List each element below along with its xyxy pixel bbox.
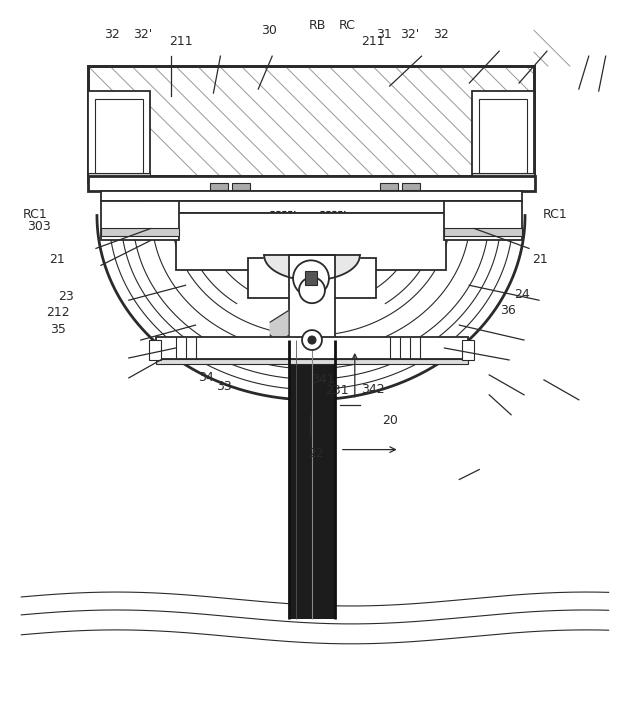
Text: 33: 33 (216, 381, 232, 393)
Text: 36: 36 (500, 304, 516, 317)
Bar (146, 200, 477, 212)
Polygon shape (270, 310, 289, 342)
Bar (305, 271, 317, 285)
Polygon shape (264, 255, 360, 280)
Text: 32': 32' (133, 29, 152, 41)
Bar (444, 200, 522, 240)
Text: RC1: RC1 (23, 208, 48, 221)
Bar (101, 229, 179, 236)
Text: 303: 303 (27, 219, 50, 233)
Text: 24: 24 (514, 288, 529, 301)
Bar (95, 99, 143, 175)
Text: 23: 23 (58, 290, 74, 303)
Bar (88, 172, 150, 186)
Bar (88, 66, 534, 176)
Bar (233, 183, 250, 190)
Bar (156, 359, 468, 364)
Text: RB: RB (309, 20, 326, 32)
Bar (289, 255, 335, 350)
Bar (88, 66, 534, 176)
Bar (248, 259, 376, 298)
Text: 342: 342 (361, 383, 385, 396)
Text: RC1: RC1 (543, 208, 568, 221)
Text: 32: 32 (104, 29, 119, 41)
Circle shape (293, 260, 329, 297)
Bar (402, 183, 419, 190)
Bar (88, 176, 535, 191)
Bar (462, 340, 474, 360)
Bar (101, 191, 522, 200)
Bar (444, 229, 522, 236)
Bar (101, 200, 179, 240)
Text: 34: 34 (198, 371, 213, 383)
Text: 20: 20 (383, 414, 398, 427)
Text: RC: RC (338, 20, 355, 32)
Text: 21: 21 (532, 253, 548, 266)
Bar (379, 183, 397, 190)
Text: 341: 341 (312, 374, 335, 386)
Text: 22: 22 (308, 447, 324, 461)
Text: 231: 231 (325, 384, 349, 397)
Text: 31: 31 (376, 29, 392, 41)
Circle shape (302, 330, 322, 350)
Bar (289, 340, 335, 619)
Bar (88, 91, 150, 183)
Text: 30: 30 (261, 25, 277, 37)
Text: 32: 32 (433, 29, 449, 41)
Bar (175, 212, 447, 271)
Text: 32': 32' (401, 29, 420, 41)
Bar (479, 99, 527, 175)
Bar (472, 172, 534, 186)
Text: 35: 35 (50, 323, 67, 336)
Text: 211: 211 (169, 35, 193, 48)
Text: 21: 21 (49, 253, 65, 266)
Bar (156, 337, 468, 359)
Text: 212: 212 (47, 306, 70, 318)
Text: 211: 211 (361, 35, 385, 48)
Bar (472, 91, 534, 183)
Circle shape (299, 278, 325, 304)
Bar (149, 340, 160, 360)
Bar (210, 183, 228, 190)
Circle shape (308, 336, 316, 344)
